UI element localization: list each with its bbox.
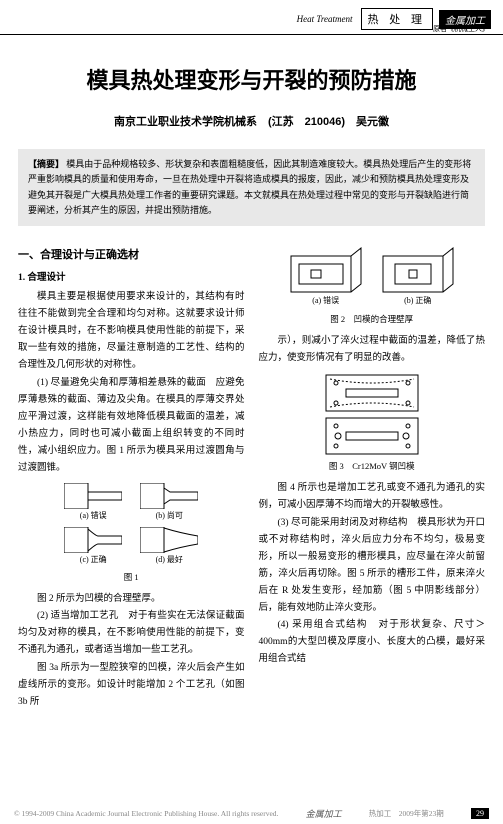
fig1-shape-a: (a) 错误	[64, 483, 122, 523]
left-column: 一、合理设计与正确选材 1. 合理设计 模具主要是根据使用要求来设计的，其结构有…	[18, 240, 245, 711]
header-subtitle: 原名《机械工人》	[433, 24, 489, 34]
fig2-caption: 图 2 凹模的合理壁厚	[259, 312, 486, 327]
paragraph: 图 3a 所示为一型腔狭窄的凹模，淬火后会产生如虚线所示的变形。如设计时能增加 …	[18, 660, 245, 711]
paragraph: 示），则减小了淬火过程中截面的温差，降低了热应力，使变形情况有了明显的改善。	[259, 333, 486, 367]
section-title: 一、合理设计与正确选材	[18, 246, 245, 266]
fig1-label-b: (b) 尚可	[140, 509, 198, 523]
fig2-shape-b: (b) 正确	[381, 246, 455, 308]
paragraph: (1) 尽量避免尖角和厚薄相差悬殊的截面 应避免厚薄悬殊的截面、薄边及尖角。在模…	[18, 375, 245, 478]
page-header: Heat Treatment 热 处 理 金属加工	[0, 0, 503, 35]
abstract-text: 模具由于品种规格较多、形状复杂和表面粗糙度低，因此其制造难度较大。模具热处理后产…	[28, 159, 471, 215]
fig2-label-b: (b) 正确	[381, 294, 455, 308]
fig1-shape-b: (b) 尚可	[140, 483, 198, 523]
paragraph: (3) 尽可能采用封闭及对称结构 模具形状为开口或不对称结构时，淬火后应力分布不…	[259, 515, 486, 618]
fig2-shape-a: (a) 错误	[289, 246, 363, 308]
fig1-label-d: (d) 最好	[140, 553, 198, 567]
abstract-box: 【摘要】 模具由于品种规格较多、形状复杂和表面粗糙度低，因此其制造难度较大。模具…	[18, 149, 485, 226]
figure-3: 图 3 Cr12MoV 钢凹模	[259, 373, 486, 474]
fig1-label-a: (a) 错误	[64, 509, 122, 523]
header-chinese: 热 处 理	[361, 8, 434, 30]
paragraph: 图 4 所示也是增加工艺孔或变不通孔为通孔的实例，可减小因厚薄不均而增大的开裂敏…	[259, 480, 486, 514]
figure-2: (a) 错误 (b) 正确 图 2 凹模的合理壁厚	[259, 246, 486, 327]
header-english: Heat Treatment	[297, 14, 353, 24]
article-title: 模具热处理变形与开裂的预防措施	[0, 35, 503, 113]
footer-journal: 金属加工	[306, 807, 342, 820]
page-footer: © 1994-2009 China Academic Journal Elect…	[0, 807, 503, 820]
paragraph: 模具主要是根据使用要求来设计的，其结构有时往往不能做到完全合理和均匀对称。这就要…	[18, 289, 245, 374]
fig1-shape-c: (c) 正确	[64, 527, 122, 567]
paragraph: (4) 采用组合式结构 对于形状复杂、尺寸＞400mm的大型凹模及厚度小、长度大…	[259, 617, 486, 668]
abstract-label: 【摘要】	[28, 159, 64, 169]
footer-copyright: © 1994-2009 China Academic Journal Elect…	[14, 809, 278, 818]
fig2-label-a: (a) 错误	[289, 294, 363, 308]
figure-1: (a) 错误 (b) 尚可 (c) 正确 (d) 最好 图 1	[18, 483, 245, 585]
subsection-title: 1. 合理设计	[18, 270, 245, 287]
paragraph: (2) 适当增加工艺孔 对于有些实在无法保证截面均匀及对称的模具，在不影响使用性…	[18, 608, 245, 659]
paragraph: 图 2 所示为凹模的合理壁厚。	[18, 591, 245, 608]
fig1-shape-d: (d) 最好	[140, 527, 198, 567]
fig3-shape-a	[324, 373, 420, 413]
right-column: (a) 错误 (b) 正确 图 2 凹模的合理壁厚 示），则减小了淬火过程中截面…	[259, 240, 486, 711]
footer-page-badge: 29	[471, 808, 489, 819]
fig3-shape-b	[324, 416, 420, 456]
body-columns: 一、合理设计与正确选材 1. 合理设计 模具主要是根据使用要求来设计的，其结构有…	[0, 240, 503, 711]
fig1-caption: 图 1	[18, 570, 245, 585]
fig1-label-c: (c) 正确	[64, 553, 122, 567]
author-line: 南京工业职业技术学院机械系 (江苏 210046) 吴元徽	[0, 113, 503, 143]
fig3-caption: 图 3 Cr12MoV 钢凹模	[259, 459, 486, 474]
footer-issue: 热加工 2009年第23期	[369, 808, 444, 819]
